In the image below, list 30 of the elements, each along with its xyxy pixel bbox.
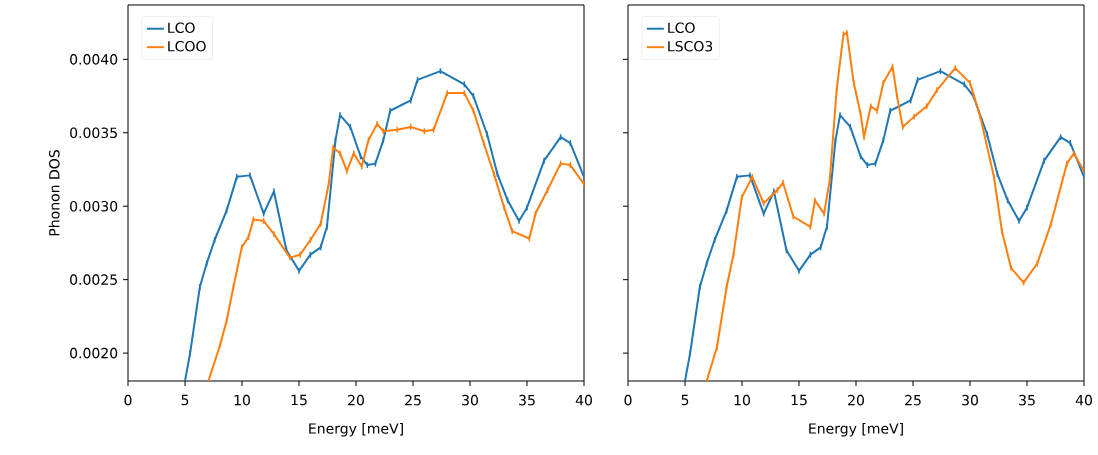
x-tick-label: 40 xyxy=(575,394,592,406)
y-tick-label: 0.0030 xyxy=(70,200,118,212)
x-axis-title: Energy [meV] xyxy=(809,422,903,437)
x-tick-label: 20 xyxy=(348,394,364,406)
x-tick-label: 5 xyxy=(681,394,689,406)
legend-label: LCO xyxy=(168,22,195,34)
x-axis-title: Energy [meV] xyxy=(309,422,403,437)
x-tick-label: 25 xyxy=(905,394,921,406)
x-tick-label: 35 xyxy=(519,394,535,406)
x-tick-label: 15 xyxy=(291,394,307,406)
x-tick-label: 10 xyxy=(234,394,250,406)
x-tick-label: 35 xyxy=(1019,394,1035,406)
x-tick-label: 40 xyxy=(1075,394,1092,406)
x-tick-label: 15 xyxy=(791,394,807,406)
x-tick-label: 25 xyxy=(405,394,421,406)
x-tick-label: 30 xyxy=(962,394,978,406)
legend-label: LSCO3 xyxy=(668,40,713,52)
y-tick-label: 0.0025 xyxy=(70,274,117,285)
y-tick-label: 0.0020 xyxy=(70,347,118,359)
legend-label: LCO xyxy=(668,22,695,34)
y-tick-label: 0.0035 xyxy=(70,127,117,139)
legend-label: LCOO xyxy=(168,40,206,52)
y-axis-title: Phonon DOS xyxy=(48,150,60,236)
x-tick-label: 10 xyxy=(734,394,750,406)
x-tick-label: 30 xyxy=(462,394,478,406)
x-tick-label: 5 xyxy=(181,394,189,406)
y-tick-label: 0.0040 xyxy=(70,54,118,65)
x-tick-label: 0 xyxy=(624,394,632,406)
x-tick-label: 0 xyxy=(124,394,132,406)
x-tick-label: 20 xyxy=(848,394,864,406)
